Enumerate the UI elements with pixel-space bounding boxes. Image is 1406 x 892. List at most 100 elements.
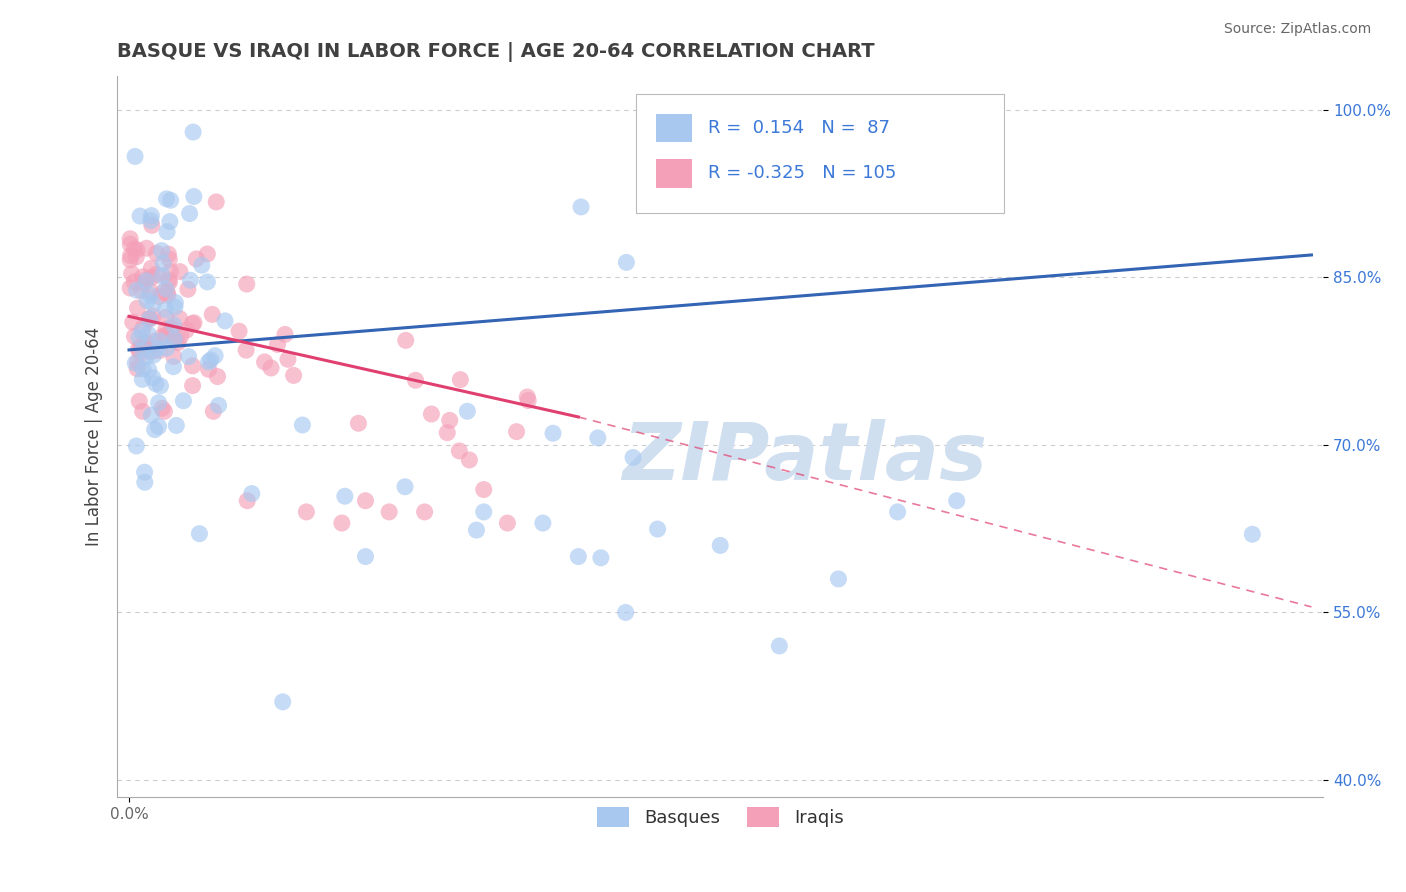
Point — [449, 444, 471, 458]
Point — [186, 252, 208, 266]
Point — [129, 209, 152, 223]
Point — [121, 315, 143, 329]
Point — [124, 149, 146, 163]
Point — [827, 572, 849, 586]
Point — [124, 275, 146, 289]
Point — [139, 285, 162, 299]
Point — [207, 369, 229, 384]
Point — [135, 350, 157, 364]
Point — [458, 453, 481, 467]
Point — [132, 277, 155, 291]
Point — [124, 329, 146, 343]
Point — [235, 343, 257, 358]
Point — [155, 192, 177, 206]
Point — [142, 297, 165, 311]
Point — [886, 505, 908, 519]
Point — [274, 327, 297, 342]
Point — [142, 270, 165, 285]
Point — [120, 249, 142, 263]
Point — [141, 409, 163, 423]
Point — [354, 493, 377, 508]
Point — [291, 417, 314, 432]
Point — [150, 244, 173, 258]
Point — [125, 243, 148, 257]
Point — [145, 376, 167, 391]
Point — [157, 275, 180, 289]
Point — [183, 189, 205, 203]
Point — [177, 282, 200, 296]
Point — [128, 394, 150, 409]
Point — [129, 341, 152, 355]
Point — [295, 505, 318, 519]
Point — [127, 361, 149, 376]
Point — [177, 350, 200, 364]
Point — [472, 505, 495, 519]
Point — [347, 417, 370, 431]
Point — [139, 311, 162, 326]
Point — [138, 311, 160, 326]
Point — [541, 426, 564, 441]
Point — [143, 423, 166, 437]
Point — [128, 345, 150, 359]
Point — [395, 334, 418, 348]
Point — [169, 265, 191, 279]
Point — [165, 295, 187, 310]
Point — [163, 350, 186, 364]
Point — [236, 493, 259, 508]
Point — [153, 404, 176, 418]
Point — [132, 269, 155, 284]
Point — [621, 450, 644, 465]
Point — [1241, 527, 1264, 541]
Point — [439, 413, 461, 427]
Point — [124, 356, 146, 370]
Point — [472, 483, 495, 497]
Point — [156, 288, 179, 302]
Text: Source: ZipAtlas.com: Source: ZipAtlas.com — [1223, 22, 1371, 37]
Point — [159, 193, 181, 207]
Point — [135, 274, 157, 288]
Point — [420, 407, 443, 421]
Point — [333, 489, 356, 503]
Point — [586, 431, 609, 445]
Point — [709, 538, 731, 552]
Point — [283, 368, 305, 383]
Point — [155, 302, 177, 317]
Point — [202, 404, 225, 418]
Point — [176, 323, 198, 337]
Point — [181, 378, 204, 392]
Point — [120, 281, 142, 295]
Point — [146, 342, 169, 356]
Point — [456, 404, 478, 418]
Point — [214, 314, 236, 328]
Point — [132, 362, 155, 376]
Point — [148, 334, 170, 348]
Point — [145, 268, 167, 282]
Point — [201, 307, 224, 321]
Point — [179, 273, 201, 287]
Point — [277, 352, 299, 367]
Point — [165, 418, 187, 433]
Point — [139, 213, 162, 227]
Point — [163, 300, 186, 314]
Point — [155, 322, 177, 336]
Point — [142, 334, 165, 349]
Point — [145, 246, 167, 260]
Text: R =  0.154   N =  87: R = 0.154 N = 87 — [709, 120, 890, 137]
Point — [141, 219, 163, 233]
Point — [148, 289, 170, 303]
Point — [139, 344, 162, 359]
Point — [127, 355, 149, 369]
Point — [169, 311, 191, 326]
Point — [378, 505, 401, 519]
Point — [516, 390, 538, 404]
Y-axis label: In Labor Force | Age 20-64: In Labor Force | Age 20-64 — [86, 327, 103, 546]
Point — [134, 475, 156, 490]
Point — [266, 337, 288, 351]
Point — [163, 332, 186, 346]
Point — [157, 247, 180, 261]
Point — [191, 258, 214, 272]
Point — [135, 335, 157, 350]
Point — [181, 125, 204, 139]
Point — [136, 293, 159, 308]
Bar — [657, 113, 693, 143]
